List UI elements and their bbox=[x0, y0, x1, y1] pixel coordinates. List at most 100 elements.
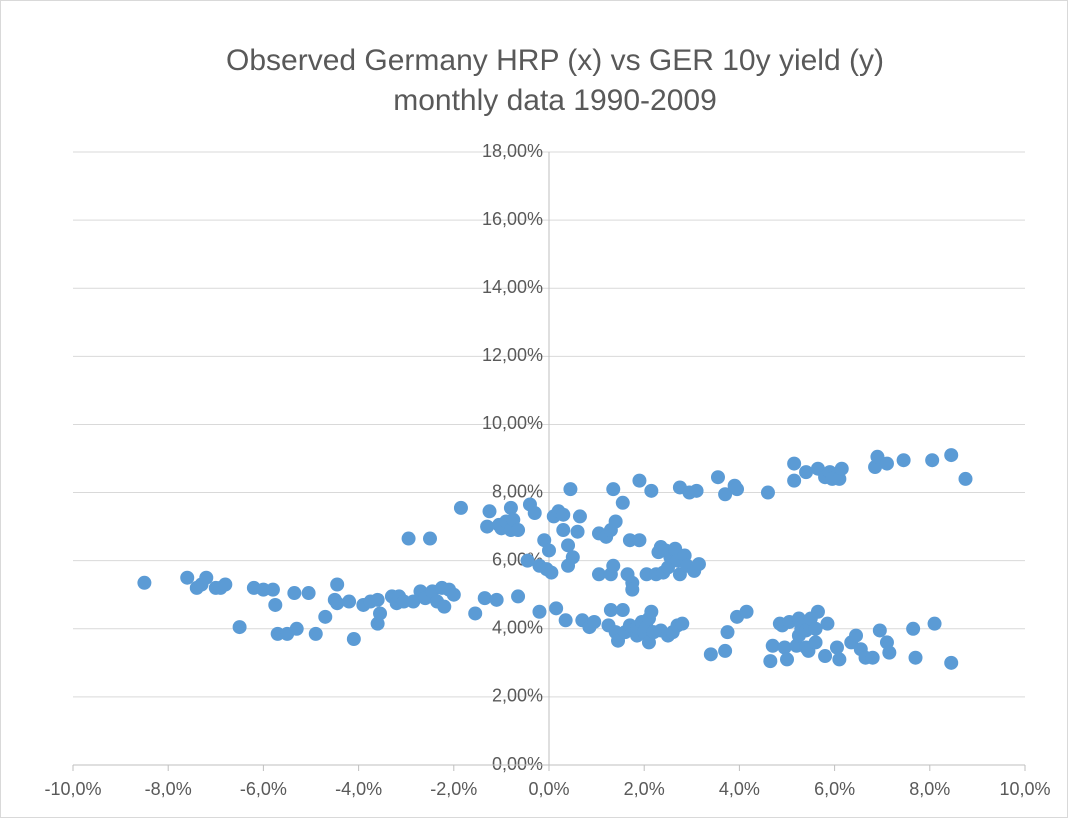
x-tick-label: -2,0% bbox=[430, 779, 477, 799]
point bbox=[625, 582, 640, 597]
point bbox=[818, 649, 833, 664]
point bbox=[765, 638, 780, 653]
point bbox=[675, 616, 690, 631]
y-tick-label: 10,00% bbox=[482, 413, 543, 433]
point bbox=[453, 500, 468, 515]
point bbox=[882, 645, 897, 660]
point bbox=[820, 616, 835, 631]
point bbox=[615, 495, 630, 510]
point bbox=[482, 504, 497, 519]
point bbox=[906, 621, 921, 636]
point bbox=[763, 654, 778, 669]
y-tick-label: 2,00% bbox=[492, 686, 543, 706]
point bbox=[606, 558, 621, 573]
point bbox=[808, 621, 823, 636]
point bbox=[572, 509, 587, 524]
point bbox=[511, 589, 526, 604]
point bbox=[810, 604, 825, 619]
point bbox=[423, 531, 437, 546]
point bbox=[587, 614, 602, 629]
point bbox=[287, 586, 302, 601]
point bbox=[477, 591, 492, 606]
point bbox=[808, 635, 823, 650]
point bbox=[710, 470, 725, 485]
x-tick-label: -4,0% bbox=[335, 779, 382, 799]
point bbox=[872, 623, 887, 638]
point bbox=[644, 483, 659, 498]
point bbox=[489, 592, 504, 607]
point bbox=[556, 507, 571, 522]
point bbox=[437, 599, 452, 614]
point bbox=[896, 453, 911, 468]
x-tick-label: 8,0% bbox=[909, 779, 950, 799]
point bbox=[218, 577, 233, 592]
point bbox=[799, 465, 814, 480]
x-tick-label: -8,0% bbox=[145, 779, 192, 799]
point bbox=[718, 643, 733, 658]
point bbox=[401, 531, 416, 546]
point bbox=[865, 650, 880, 665]
point bbox=[532, 604, 547, 619]
point bbox=[777, 640, 792, 655]
point bbox=[137, 575, 152, 590]
point bbox=[199, 570, 214, 585]
point bbox=[558, 613, 573, 628]
point bbox=[927, 616, 942, 631]
y-tick-label: 16,00% bbox=[482, 209, 543, 229]
point bbox=[570, 524, 585, 539]
point bbox=[342, 594, 357, 609]
point bbox=[549, 601, 564, 616]
point bbox=[370, 592, 385, 607]
point bbox=[760, 485, 775, 500]
point bbox=[563, 482, 578, 497]
point bbox=[689, 483, 704, 498]
point bbox=[565, 550, 580, 565]
chart-title: Observed Germany HRP (x) vs GER 10y yiel… bbox=[226, 44, 884, 77]
y-tick-label: 4,00% bbox=[492, 618, 543, 638]
point bbox=[265, 582, 280, 597]
point bbox=[787, 473, 802, 488]
point bbox=[703, 647, 718, 662]
point bbox=[832, 652, 847, 667]
point bbox=[308, 626, 323, 641]
point bbox=[520, 553, 535, 568]
point bbox=[925, 453, 940, 468]
y-tick-label: 0,00% bbox=[492, 754, 543, 774]
point bbox=[561, 538, 576, 553]
x-tick-label: 4,0% bbox=[719, 779, 760, 799]
point bbox=[691, 557, 706, 572]
point bbox=[632, 533, 647, 548]
point bbox=[180, 570, 195, 585]
point bbox=[780, 652, 794, 667]
y-tick-label: 12,00% bbox=[482, 345, 543, 365]
point bbox=[718, 487, 733, 502]
point bbox=[446, 587, 461, 602]
point bbox=[944, 655, 959, 670]
point bbox=[606, 482, 621, 497]
point bbox=[603, 603, 618, 618]
x-tick-label: -6,0% bbox=[240, 779, 287, 799]
x-tick-label: 6,0% bbox=[814, 779, 855, 799]
point bbox=[944, 448, 959, 463]
point bbox=[739, 604, 754, 619]
point bbox=[480, 519, 495, 534]
point bbox=[527, 505, 542, 520]
point bbox=[958, 471, 973, 486]
point bbox=[632, 473, 647, 488]
point bbox=[720, 625, 735, 640]
point bbox=[330, 577, 345, 592]
point bbox=[289, 621, 304, 636]
point bbox=[544, 565, 559, 580]
point bbox=[503, 500, 518, 515]
point bbox=[591, 567, 606, 582]
point bbox=[615, 603, 630, 618]
point bbox=[849, 628, 864, 643]
point bbox=[644, 604, 659, 619]
point bbox=[879, 456, 894, 471]
x-tick-label: -10,0% bbox=[44, 779, 101, 799]
point bbox=[406, 594, 421, 609]
point bbox=[346, 631, 361, 646]
point bbox=[787, 456, 802, 471]
